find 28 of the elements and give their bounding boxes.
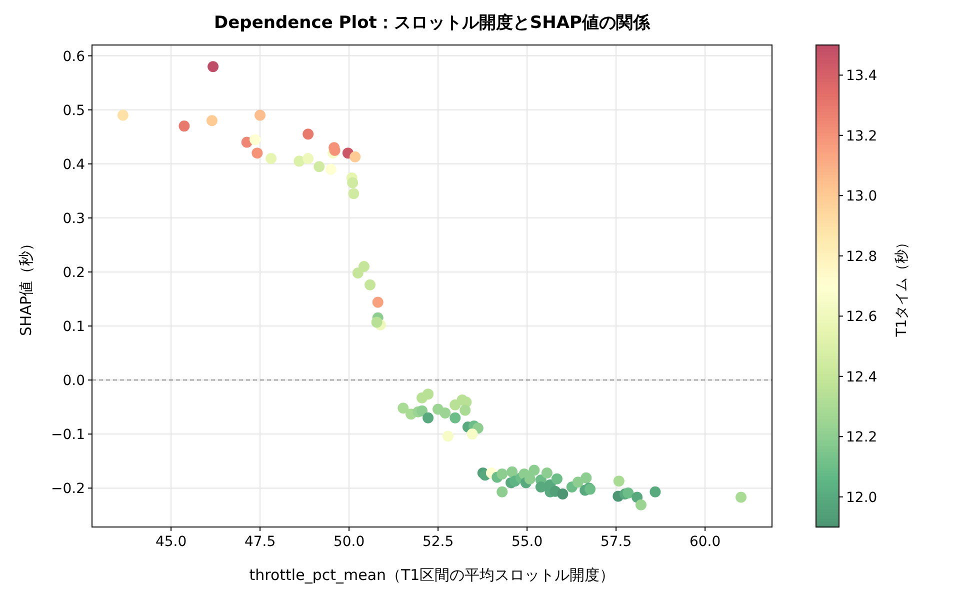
y-tick-label: 0.1: [62, 318, 85, 335]
y-tick-label: 0.6: [62, 48, 86, 65]
color-bar-label: 12.2: [846, 430, 878, 446]
color-bar-label: 13.4: [846, 68, 878, 84]
x-tick-label: 47.5: [244, 534, 276, 550]
color-bar-label: 13.0: [846, 188, 878, 205]
y-tick-label: 0.2: [62, 264, 85, 281]
x-tick-label: 45.0: [155, 534, 187, 550]
y-tick-label: −0.2: [51, 481, 85, 498]
color-bar-title: T1タイム（秒）: [894, 235, 910, 338]
y-tick-label: −0.1: [51, 427, 85, 444]
y-tick-label: 0.0: [62, 373, 85, 390]
x-axis-title: throttle_pct_mean（T1区間の平均スロットル開度）: [249, 566, 615, 584]
y-tick-label: 0.3: [62, 210, 85, 227]
color-bar-label: 13.2: [846, 128, 878, 144]
x-tick-label: 52.5: [422, 534, 454, 550]
y-tick-label: 0.5: [62, 102, 85, 119]
color-bar-label: 12.0: [846, 490, 878, 506]
x-tick-label: 50.0: [333, 534, 365, 550]
x-tick-label: 57.5: [600, 534, 632, 550]
color-bar-label: 12.4: [846, 369, 878, 386]
y-tick-label: 0.4: [62, 156, 86, 173]
x-tick-label: 60.0: [689, 534, 721, 550]
color-bar-label: 12.6: [846, 309, 878, 326]
y-axis-title: SHAP値（秒）: [17, 236, 35, 336]
chart-title: Dependence Plot：スロットル開度とSHAP値の関係: [214, 13, 651, 33]
x-tick-label: 55.0: [511, 534, 543, 550]
color-bar-label: 12.8: [846, 248, 878, 265]
